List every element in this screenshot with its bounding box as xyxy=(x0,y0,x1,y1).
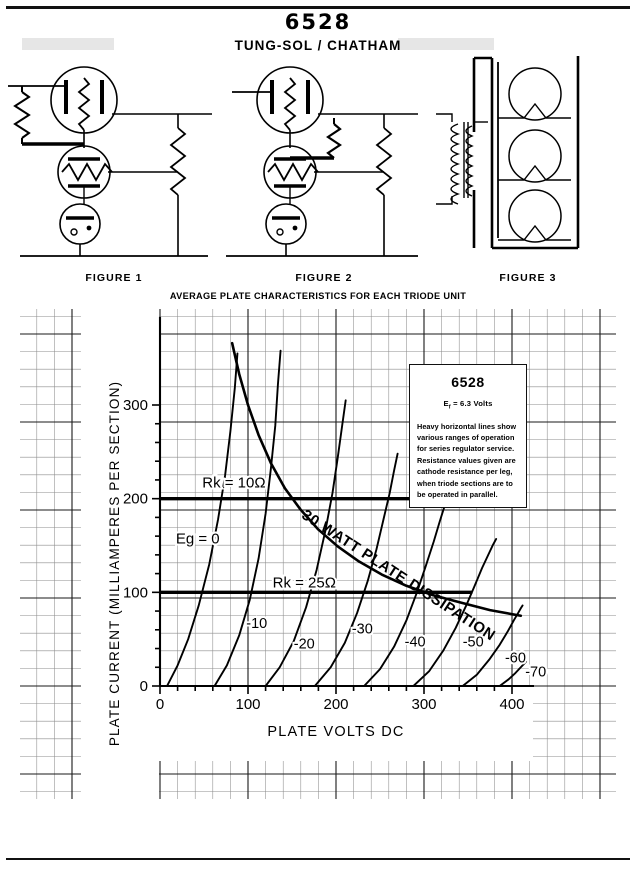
svg-text:200: 200 xyxy=(323,696,348,713)
svg-text:-40: -40 xyxy=(405,635,426,651)
svg-text:Rk = 10Ω: Rk = 10Ω xyxy=(202,474,265,491)
legend-note-line: for series regulator service. xyxy=(417,444,515,454)
legend-note-line: cathode resistance per leg, xyxy=(417,467,513,477)
svg-text:0: 0 xyxy=(156,696,164,713)
figure-3: FIGURE 3 xyxy=(428,52,628,284)
legend-note-line: Resistance values given are xyxy=(417,455,516,465)
chart-ticks xyxy=(152,404,513,694)
svg-text:0: 0 xyxy=(140,678,148,695)
print-smudge-right xyxy=(398,38,494,50)
svg-text:Rk = 25Ω: Rk = 25Ω xyxy=(273,575,336,592)
plate-characteristics-chart: 0 100 200 300 400 0 100 200 300 PLATE VOLTS DC PLA… xyxy=(19,308,617,800)
figure-2: FIGURE 2 xyxy=(222,52,426,284)
figure-1: FIGURE 1 xyxy=(8,52,220,284)
legend-note-line: Heavy horizontal lines show xyxy=(417,421,517,431)
svg-text:400: 400 xyxy=(499,696,524,713)
svg-text:-60: -60 xyxy=(505,651,526,667)
brand-name: TUNG-SOL / CHATHAM xyxy=(234,38,402,53)
chart-legend-box: 6528 Ef = 6.3 Volts Heavy horizontal lin… xyxy=(409,364,527,508)
svg-text:-70: -70 xyxy=(525,665,546,681)
legend-note-line: various ranges of operation xyxy=(417,432,515,442)
legend-part-number: 6528 xyxy=(451,374,485,390)
svg-text:-10: -10 xyxy=(246,616,267,632)
svg-text:-20: -20 xyxy=(294,637,315,653)
x-label-mask xyxy=(81,687,533,761)
chart-curves xyxy=(160,341,528,686)
x-axis-label: PLATE VOLTS DC xyxy=(267,724,404,740)
svg-text:-50: -50 xyxy=(463,635,484,651)
svg-text:-20: -20 xyxy=(294,637,315,653)
svg-text:Eg = 0: Eg = 0 xyxy=(176,531,220,548)
print-smudge-left xyxy=(22,38,114,50)
header-rule xyxy=(6,6,630,9)
legend-filament-spec: Ef = 6.3 Volts xyxy=(410,399,526,411)
svg-text:-70: -70 xyxy=(525,665,546,681)
svg-text:-30: -30 xyxy=(352,622,373,638)
figure-1-caption: FIGURE 1 xyxy=(85,272,143,284)
legend-ef-value: = 6.3 Volts xyxy=(453,399,493,408)
svg-text:-30: -30 xyxy=(352,622,373,638)
legend-note-line: be operated in parallel. xyxy=(417,489,498,499)
svg-text:-50: -50 xyxy=(463,635,484,651)
chart-axes xyxy=(158,317,534,688)
legend-ef-symbol: E xyxy=(443,399,449,408)
chart-tick-labels: 0 100 200 300 400 0 100 200 300 xyxy=(123,397,525,713)
figure-3-caption: FIGURE 3 xyxy=(499,272,557,284)
figure-1-schematic xyxy=(8,66,212,257)
chart-svg: 0 100 200 300 400 0 100 200 300 PLATE VOLTS DC PLA… xyxy=(20,309,616,799)
svg-text:-10: -10 xyxy=(246,616,267,632)
svg-text:200: 200 xyxy=(123,491,148,508)
figure-3-schematic xyxy=(436,56,580,250)
svg-text:Rk = 25Ω: Rk = 25Ω xyxy=(273,575,336,592)
figure-2-caption: FIGURE 2 xyxy=(295,272,353,284)
svg-text:Rk = 10Ω: Rk = 10Ω xyxy=(202,474,265,491)
svg-text:300: 300 xyxy=(123,397,148,414)
page-title: 6528 xyxy=(284,10,352,34)
legend-note-line: when triode sections are to xyxy=(417,478,513,488)
svg-text:-60: -60 xyxy=(505,651,526,667)
svg-text:100: 100 xyxy=(123,584,148,601)
footer-rule xyxy=(6,858,630,860)
svg-text:-40: -40 xyxy=(405,635,426,651)
svg-text:100: 100 xyxy=(235,696,260,713)
chart-title: AVERAGE PLATE CHARACTERISTICS FOR EACH T… xyxy=(169,291,467,301)
legend-note: Heavy horizontal lines show various rang… xyxy=(417,421,519,501)
svg-text:Eg = 0: Eg = 0 xyxy=(176,531,220,548)
legend-ef-sub: f xyxy=(448,404,451,411)
y-axis-label: PLATE CURRENT (MILLIAMPERES PER SECTION) xyxy=(107,381,122,746)
figures-row: FIGURE 1 xyxy=(0,52,636,284)
svg-text:300: 300 xyxy=(411,696,436,713)
figure-2-schematic xyxy=(226,66,418,257)
